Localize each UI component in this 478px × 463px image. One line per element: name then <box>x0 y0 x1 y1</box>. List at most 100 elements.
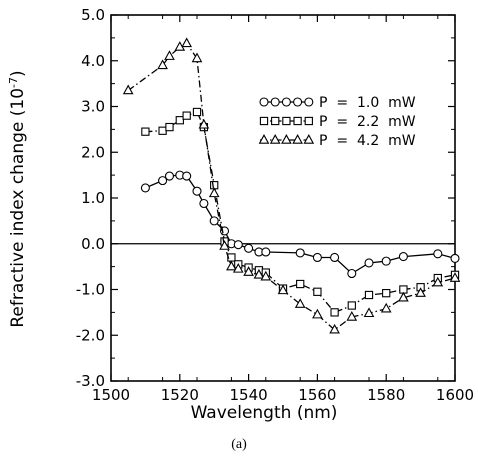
legend-marker <box>293 97 303 107</box>
y-tick-label: 0.0 <box>81 235 105 253</box>
data-point <box>312 308 323 319</box>
y-axis-title: Refractive index change (10-7) <box>7 70 28 327</box>
data-point <box>432 276 444 287</box>
y-tick-label: -1.0 <box>76 281 105 299</box>
legend-marker <box>259 97 269 107</box>
legend-label: P = 4.2 mW <box>319 133 416 149</box>
data-point <box>381 256 391 266</box>
legend-marker <box>281 134 292 144</box>
data-point <box>450 253 460 263</box>
data-point <box>313 287 322 296</box>
data-point <box>226 260 237 271</box>
figure-caption: (a) <box>231 437 247 452</box>
data-point <box>182 111 191 120</box>
legend-label: P = 2.2 mW <box>319 114 416 130</box>
y-tick-label: 4.0 <box>81 52 105 70</box>
data-point <box>346 311 358 321</box>
plot-frame <box>110 14 456 382</box>
series-line <box>145 174 456 275</box>
x-tick-label: 1520 <box>161 386 199 404</box>
y-tick-label: 1.0 <box>81 189 105 207</box>
x-tick-label: 1560 <box>298 386 336 404</box>
y-axis-title-close: ) <box>8 70 28 77</box>
legend-marker <box>259 116 269 126</box>
data-point <box>329 323 340 334</box>
legend-marker <box>282 116 291 126</box>
legend-marker <box>303 134 315 144</box>
data-point <box>122 84 134 95</box>
x-tick-label: 1600 <box>436 386 474 404</box>
data-point <box>244 243 254 253</box>
data-point <box>192 107 202 117</box>
data-point <box>398 252 408 262</box>
data-point <box>158 126 167 135</box>
data-point <box>433 249 443 259</box>
data-point <box>182 171 192 181</box>
data-point <box>295 248 305 258</box>
y-tick-label: 3.0 <box>81 98 105 116</box>
data-point <box>208 187 220 198</box>
legend-marker <box>292 134 303 144</box>
data-point <box>296 279 305 289</box>
data-point <box>330 308 339 317</box>
series-circle <box>140 170 460 279</box>
data-point <box>209 216 219 226</box>
data-point <box>192 186 202 196</box>
data-point <box>141 127 150 136</box>
data-point <box>347 268 357 279</box>
data-point <box>294 298 306 308</box>
data-point <box>330 252 340 263</box>
y-axis-title-main: Refractive index change (10 <box>8 88 28 328</box>
data-point <box>164 171 175 181</box>
data-point <box>261 247 271 257</box>
data-point <box>253 268 265 279</box>
data-point <box>232 262 244 273</box>
data-point <box>181 37 193 48</box>
legend-marker <box>304 97 314 107</box>
data-point <box>277 284 289 295</box>
legend-marker <box>293 116 302 126</box>
legend-entry: P = 2.2 mW <box>259 114 416 130</box>
data-point <box>364 290 374 300</box>
data-point <box>312 252 322 263</box>
data-point <box>260 270 272 281</box>
legend-marker <box>304 116 313 126</box>
data-point <box>233 240 243 250</box>
data-point <box>380 302 392 313</box>
series-triangle <box>122 37 461 334</box>
data-point <box>140 183 150 193</box>
y-tick-label: 5.0 <box>81 6 105 24</box>
data-point <box>382 289 391 298</box>
data-point <box>364 258 374 268</box>
data-point <box>363 307 375 318</box>
legend-marker <box>281 97 291 107</box>
data-point <box>175 116 184 125</box>
y-tick-label: 2.0 <box>81 143 105 161</box>
data-point <box>219 240 230 250</box>
data-point <box>347 301 356 310</box>
data-point <box>164 50 175 60</box>
data-point <box>398 291 409 302</box>
legend-marker <box>258 134 270 144</box>
data-point <box>243 266 254 276</box>
x-tick-label: 1500 <box>92 386 130 404</box>
data-point <box>198 118 210 129</box>
legend-marker <box>271 116 280 126</box>
legend-label: P = 1.0 mW <box>319 95 416 111</box>
data-point <box>165 122 174 132</box>
legend-entry: P = 4.2 mW <box>258 133 416 149</box>
y-tick-label: -3.0 <box>76 372 105 390</box>
data-point <box>199 198 209 209</box>
y-axis-title-exponent: -7 <box>7 77 20 88</box>
data-point <box>191 52 203 63</box>
data-point <box>157 59 168 70</box>
y-tick-label: -2.0 <box>76 326 105 344</box>
legend-entry: P = 1.0 mW <box>259 95 416 111</box>
x-axis-title: Wavelength (nm) <box>191 403 338 423</box>
legend-marker <box>270 97 280 107</box>
x-tick-label: 1580 <box>367 386 405 404</box>
data-point <box>449 272 461 282</box>
legend-marker <box>269 134 281 144</box>
data-point <box>158 176 168 186</box>
